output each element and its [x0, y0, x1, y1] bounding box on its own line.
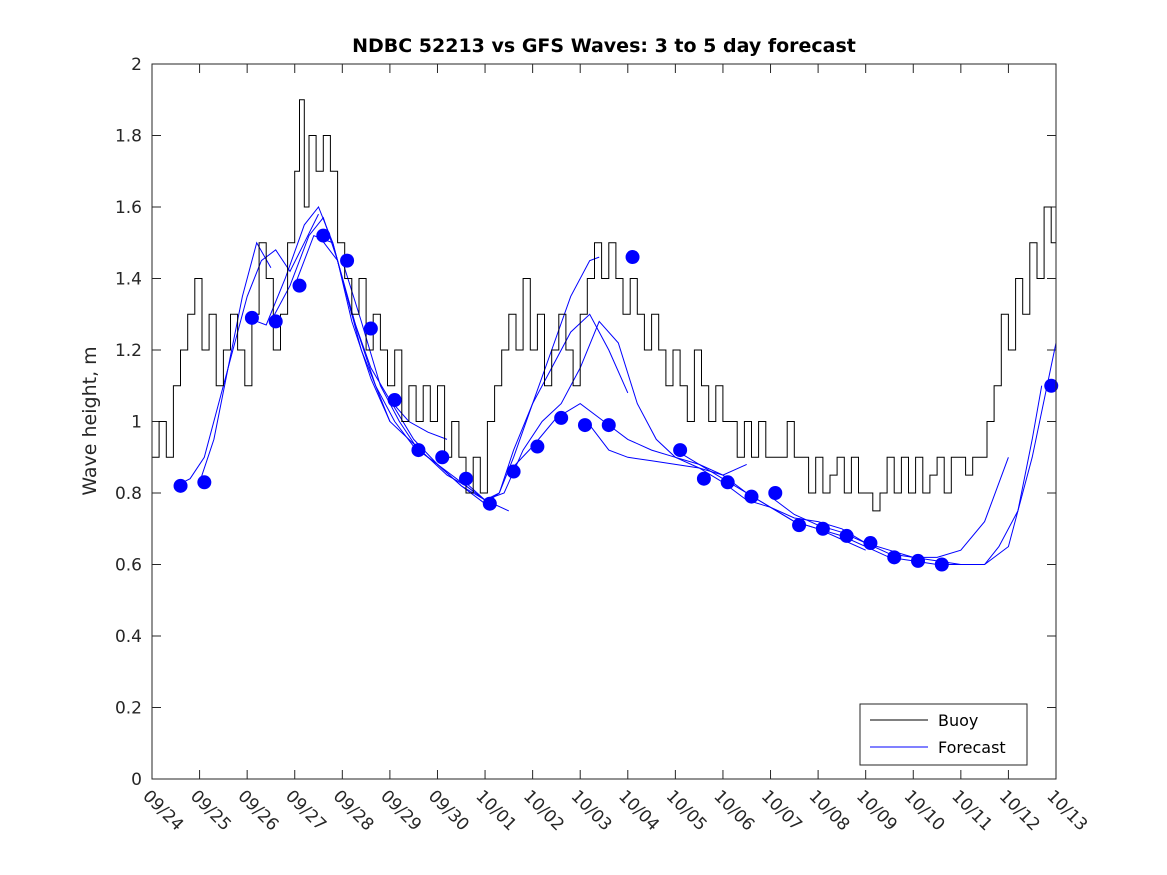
y-tick-label: 0.4	[115, 627, 142, 647]
forecast-point	[173, 478, 188, 493]
forecast-point	[744, 489, 759, 504]
forecast-point	[435, 450, 450, 465]
forecast-point	[316, 228, 331, 243]
forecast-point	[768, 486, 783, 500]
plot-border	[151, 63, 1057, 780]
y-tick-label: 0	[131, 770, 142, 790]
forecast-point	[673, 443, 688, 458]
forecast-line	[175, 213, 319, 487]
y-tick-label: 1	[131, 413, 142, 433]
y-tick-label: 0.6	[115, 556, 142, 576]
y-tick-labels: 0 0.2 0.4 0.6 0.8 1 1.2 1.4 1.6 1.8 2	[115, 55, 142, 790]
chart-title: NDBC 52213 vs GFS Waves: 3 to 5 day fore…	[352, 35, 856, 57]
forecast-point	[530, 439, 545, 454]
forecast-point	[577, 418, 592, 433]
forecast-point	[554, 410, 569, 425]
forecast-point	[934, 557, 949, 572]
y-tick-label: 1.4	[115, 270, 142, 290]
forecast-point	[696, 471, 711, 486]
forecast-point	[839, 528, 854, 543]
forecast-point	[506, 464, 521, 479]
legend-box	[859, 703, 1028, 766]
y-axis-label: Wave height, m	[79, 346, 101, 495]
legend-forecast-label: Forecast	[938, 738, 1006, 757]
forecast-point	[411, 443, 426, 458]
y-tick-label: 0.2	[115, 699, 142, 719]
y-tick-label: 1.2	[115, 341, 142, 361]
forecast-point	[625, 250, 640, 265]
y-tick-label: 1.6	[115, 198, 142, 218]
forecast-point	[459, 471, 474, 486]
forecast-point	[197, 475, 212, 490]
forecast-points	[173, 228, 1059, 572]
forecast-point	[292, 278, 307, 293]
forecast-point	[268, 314, 283, 329]
forecast-point	[720, 475, 735, 490]
forecast-point	[244, 310, 259, 325]
forecast-point	[482, 496, 497, 511]
forecast-point	[1044, 378, 1059, 393]
legend-buoy-label: Buoy	[938, 711, 978, 730]
y-tick-label: 1.8	[115, 127, 142, 147]
forecast-point	[792, 518, 807, 533]
forecast-line	[460, 320, 747, 501]
forecast-point	[911, 553, 926, 568]
forecast-point	[815, 521, 830, 536]
legend: Buoy Forecast	[859, 703, 1028, 766]
y-tick-label: 0.8	[115, 484, 142, 504]
forecast-point	[863, 536, 878, 551]
forecast-line	[389, 313, 629, 505]
y-tick-label: 2	[131, 55, 142, 75]
buoy-line	[152, 99, 1057, 512]
forecast-point	[363, 321, 378, 336]
forecast-point	[387, 393, 402, 408]
forecast-point	[601, 418, 616, 433]
forecast-point	[887, 550, 902, 565]
forecast-point	[340, 253, 355, 268]
axis-ticks	[151, 63, 1057, 780]
